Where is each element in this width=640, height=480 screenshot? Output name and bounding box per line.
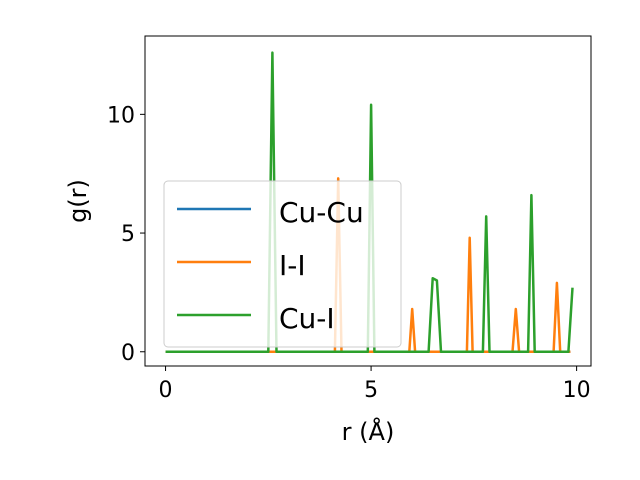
- plot-frame: [144, 35, 592, 367]
- y-tick-label: 0: [121, 341, 135, 366]
- y-tick-label: 10: [107, 103, 135, 128]
- legend-label-i-i: I-I: [279, 249, 306, 282]
- legend: Cu-Cu I-I Cu-I: [163, 180, 402, 348]
- x-tick-label: 10: [563, 378, 591, 403]
- axis-ticks: 0 5 10 0 5 10: [107, 103, 591, 403]
- x-tick-label: 0: [159, 378, 173, 403]
- x-tick-label: 5: [364, 378, 378, 403]
- x-axis-label: r (Å): [342, 417, 395, 446]
- y-tick-label: 5: [121, 222, 135, 247]
- legend-label-cu-cu: Cu-Cu: [279, 196, 364, 229]
- legend-box: [163, 180, 402, 348]
- legend-label-cu-i: Cu-I: [279, 302, 335, 335]
- series-line-cu-i: [165, 51, 574, 354]
- y-axis-label: g(r): [64, 179, 92, 223]
